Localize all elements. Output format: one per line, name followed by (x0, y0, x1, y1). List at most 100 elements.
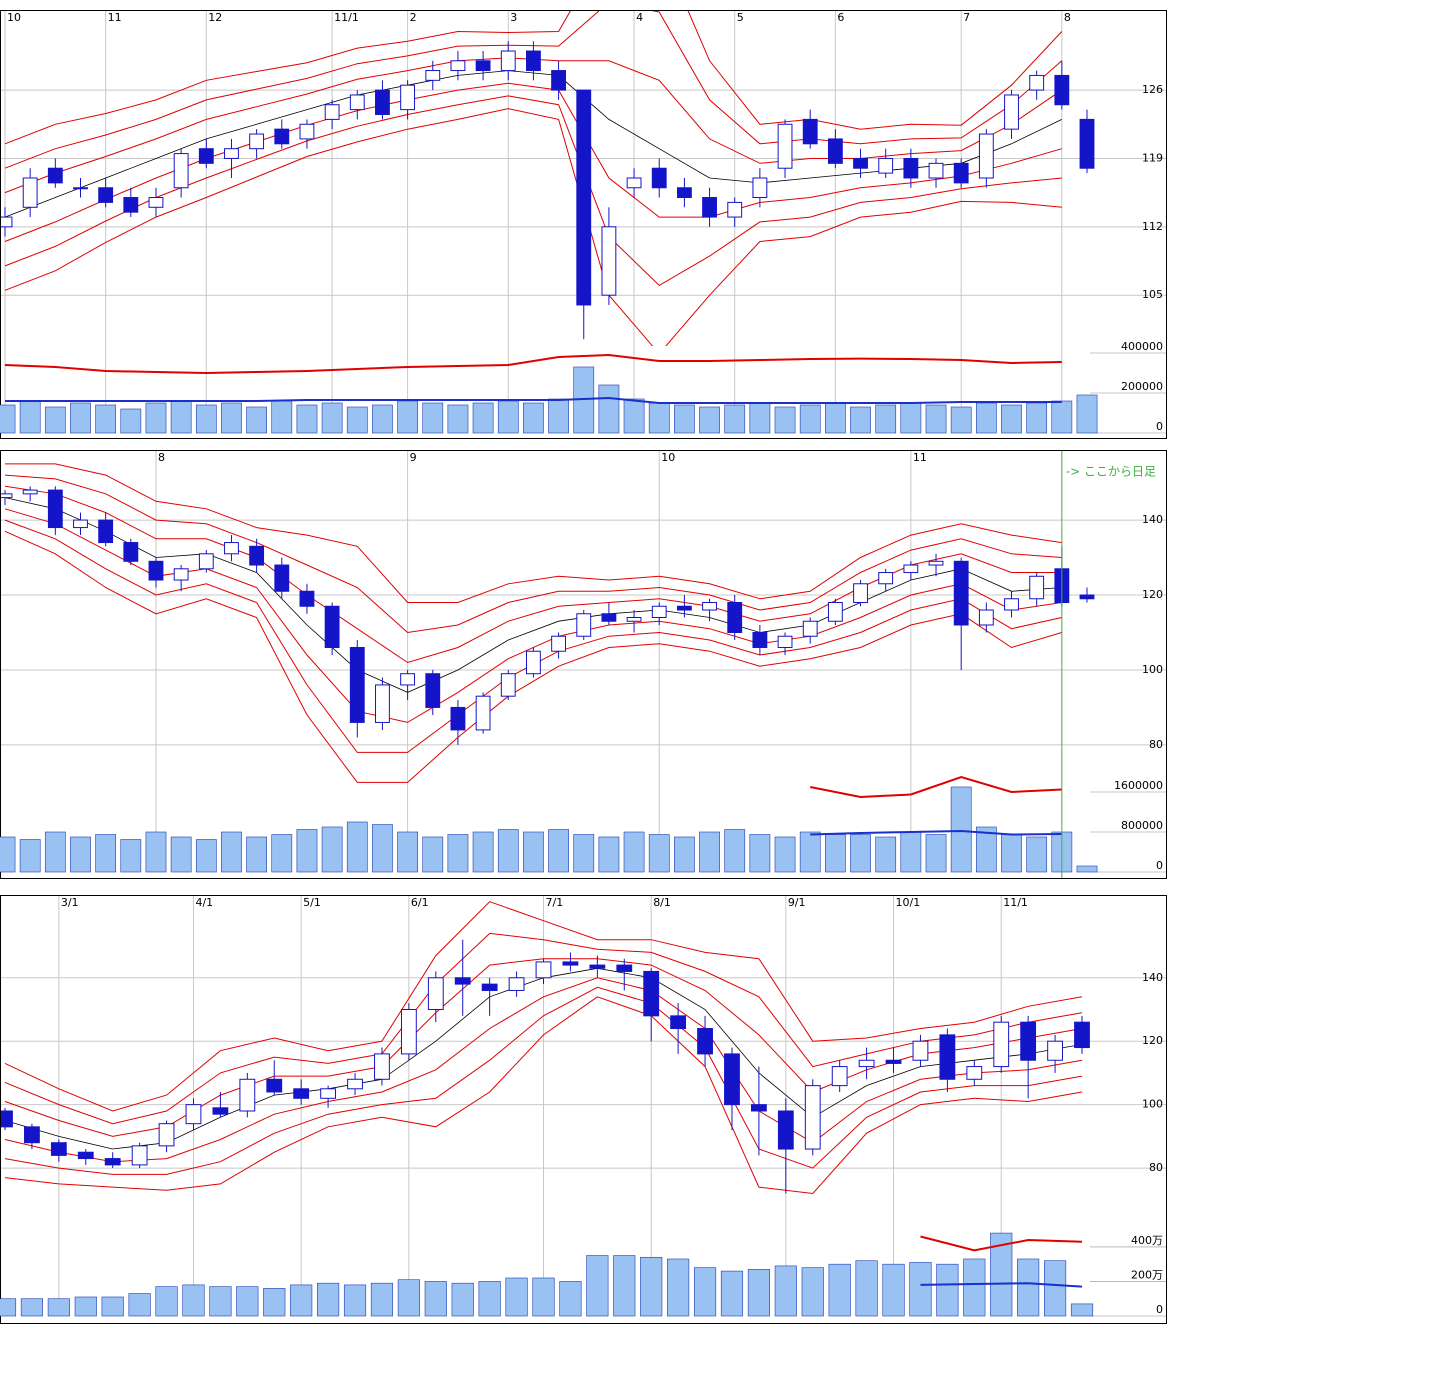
volume-bar (19, 400, 41, 434)
candle-body (966, 1066, 983, 1080)
volume-bar (195, 404, 217, 434)
volume-bar (720, 1270, 744, 1317)
volume-bar (317, 1282, 340, 1317)
candle-body (1, 216, 13, 228)
candle-body (576, 89, 592, 306)
volume-bar (586, 1255, 609, 1317)
volume-bar (209, 1286, 232, 1317)
band-line (4, 996, 1083, 1195)
x-tick-label: 11 (913, 451, 927, 464)
volume-bar (724, 829, 746, 873)
volume-bar (20, 1298, 43, 1317)
volume-bar (321, 402, 343, 434)
volume-bar (1001, 404, 1022, 434)
candle-body (500, 673, 516, 697)
volume-bar (699, 406, 720, 434)
volume-bar (195, 839, 217, 873)
volume-bar (321, 826, 343, 873)
volume-bar (724, 404, 746, 434)
volume-line (810, 829, 1062, 836)
volume-bar (422, 402, 444, 434)
volume-bar (623, 398, 645, 434)
volume-bar (128, 1293, 151, 1317)
candle-body (1029, 575, 1045, 600)
volume-bar (1017, 1258, 1040, 1317)
candle-body (47, 167, 63, 184)
volume-bar (447, 834, 469, 873)
x-tick-label: 3/1 (61, 896, 79, 909)
volume-bar (925, 834, 947, 873)
volume-bar (246, 836, 267, 873)
volume-bar (799, 831, 821, 873)
x-tick-label: 8 (158, 451, 165, 464)
band-line (4, 986, 1083, 1175)
volume-bar (1051, 400, 1073, 434)
volume-bar (693, 1267, 717, 1317)
candle-body (427, 977, 444, 1010)
candle-body (450, 60, 466, 72)
candle-body (670, 1015, 687, 1030)
volume-bar (497, 400, 519, 434)
volume-bar (825, 834, 846, 873)
volume-bar (925, 404, 947, 434)
candle-body (1054, 74, 1070, 106)
y-tick-label: 140 (1142, 971, 1163, 984)
candle-body (173, 153, 189, 189)
volume-bar (70, 836, 91, 873)
y-tick-label: 140 (1142, 513, 1163, 526)
volume-bar (774, 1265, 797, 1317)
candle-body (576, 613, 592, 637)
candle-body (475, 60, 491, 72)
candle-body (750, 1104, 767, 1112)
volume-bar (747, 1269, 770, 1317)
volume-bar (47, 1298, 70, 1317)
volume-bar (101, 1296, 124, 1317)
candle-body (978, 609, 994, 626)
x-tick-label: 4/1 (195, 896, 213, 909)
volume-bar (963, 1258, 986, 1317)
x-tick-label: 5 (737, 11, 744, 24)
candle-body (347, 1078, 363, 1090)
candle-body (562, 961, 579, 966)
volume-bar (1076, 394, 1098, 434)
x-tick-label: 7/1 (546, 896, 564, 909)
volume-bar (451, 1282, 474, 1317)
candle-body (727, 602, 743, 633)
volume-bar (1026, 402, 1048, 434)
volume-bar (936, 1263, 959, 1317)
candle-body (1079, 594, 1095, 600)
volume-bar (799, 404, 821, 434)
candle-body (198, 148, 214, 164)
candle-body (24, 1126, 40, 1144)
candle-body (425, 673, 441, 708)
candle-body (239, 1078, 256, 1112)
vol-tick-label: 800000 (1121, 819, 1163, 832)
volume-bar (0, 836, 16, 873)
candle-body (212, 1107, 229, 1115)
volume-bar (699, 831, 720, 873)
candle-body (525, 650, 541, 675)
candle-body (508, 977, 525, 991)
volume-bar (263, 1288, 286, 1317)
y-tick-label: 126 (1142, 83, 1163, 96)
band-line (4, 108, 1062, 346)
x-tick-label: 10/1 (896, 896, 921, 909)
volume-bar (145, 831, 167, 873)
candle-body (1, 1110, 13, 1128)
candle-body (224, 542, 239, 555)
candle-body (697, 1028, 713, 1055)
band-line (4, 932, 1083, 1125)
volume-bar (95, 404, 117, 434)
candle-body (73, 519, 88, 529)
band-line (5, 463, 1062, 603)
candle-body (777, 1110, 794, 1150)
volume-bar (343, 1284, 367, 1317)
candle-body (375, 89, 390, 116)
candle-body (1004, 598, 1019, 611)
candle-body (481, 983, 498, 991)
candle-body (131, 1145, 148, 1166)
volume-bar (296, 829, 318, 873)
candle-body (293, 1088, 310, 1099)
candle-body (98, 187, 114, 203)
volume-line (4, 353, 1062, 375)
